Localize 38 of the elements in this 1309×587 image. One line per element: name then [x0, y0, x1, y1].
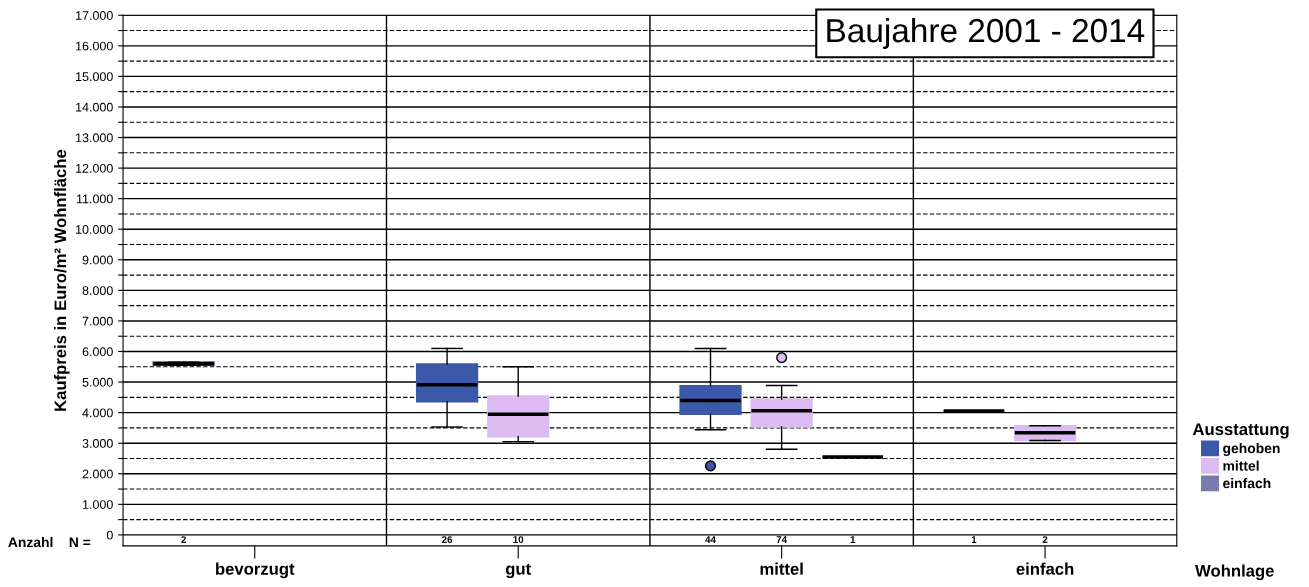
text: 1 [971, 536, 977, 543]
y-tick-label: 15.000 [76, 72, 113, 82]
text: 1 [850, 536, 856, 543]
x-tick-label: mittel [760, 562, 803, 575]
legend-title: Ausstattung [1192, 423, 1289, 439]
text: 26 [442, 536, 453, 544]
y-tick-label: 0 [106, 530, 113, 540]
x-tick-label: bevorzugt [216, 562, 295, 579]
y-tick-label: 10.000 [76, 225, 113, 234]
y-axis-title: Kaufpreis in Euro/m² Wohnfläche [54, 149, 70, 411]
text: Anzahl N = [8, 536, 91, 548]
text: 2 [1042, 536, 1048, 543]
x-axis-title: Wohnlage [1195, 564, 1274, 581]
y-tick-label: 2.000 [82, 469, 113, 479]
chart-title: Baujahre 2001 - 2014 [827, 17, 1145, 49]
x-tick-label: gut [505, 563, 531, 579]
y-tick-label: 4.000 [82, 408, 113, 418]
y-tick-label: 9.000 [82, 255, 113, 265]
x-tick-label: einfach [1016, 562, 1074, 575]
y-tick-label: 8.000 [82, 286, 113, 296]
y-tick-label: 12.000 [76, 163, 113, 173]
y-tick-label: 1.000 [83, 500, 113, 509]
y-tick-label: 7.000 [82, 316, 113, 326]
y-tick-label: 17.000 [76, 11, 113, 20]
text: 2 [181, 536, 186, 543]
y-tick-label: 3.000 [82, 439, 113, 448]
legend-label: mittel [1223, 460, 1259, 471]
text: 74 [776, 536, 787, 543]
y-tick-label: 16.000 [76, 41, 113, 51]
y-tick-label: 5.000 [82, 377, 113, 387]
y-tick-label: 6.000 [82, 347, 113, 357]
legend-label: gehoben [1223, 443, 1280, 457]
y-tick-label: 13.000 [76, 133, 113, 143]
text: 10 [513, 536, 524, 544]
legend-label: einfach [1223, 478, 1271, 489]
y-tick-label: 14.000 [76, 102, 113, 112]
y-tick-label: 11.000 [76, 194, 113, 204]
text: 44 [705, 536, 716, 543]
